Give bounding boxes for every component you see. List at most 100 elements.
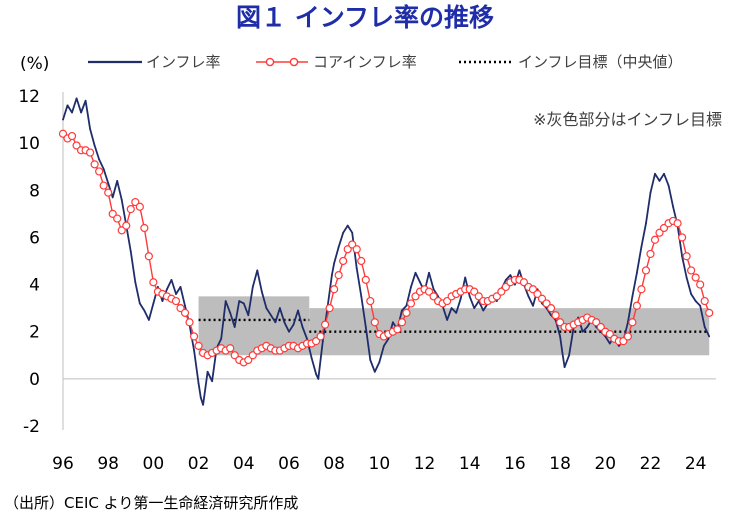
inflation-point bbox=[428, 271, 430, 274]
x-tick-label: 22 bbox=[640, 454, 662, 474]
inflation-point bbox=[288, 330, 290, 333]
core-inflation-point bbox=[393, 325, 402, 334]
inflation-point bbox=[111, 196, 114, 199]
inflation-point bbox=[342, 231, 345, 234]
core-inflation-point bbox=[406, 299, 416, 308]
inflation-point bbox=[129, 250, 132, 253]
y-tick-label: 0 bbox=[29, 370, 40, 390]
inflation-point bbox=[577, 316, 580, 319]
inflation-point bbox=[102, 168, 105, 170]
core-inflation-point bbox=[678, 233, 687, 242]
core-inflation-point bbox=[628, 318, 637, 327]
inflation-point bbox=[193, 349, 195, 352]
inflation-point bbox=[672, 205, 674, 208]
inflation-point bbox=[306, 337, 308, 340]
inflation-point bbox=[532, 304, 534, 307]
inflation-point bbox=[233, 326, 236, 328]
inflation-point bbox=[199, 396, 202, 399]
inflation-point bbox=[527, 295, 530, 298]
core-inflation-point bbox=[149, 278, 158, 287]
x-tick-label: 14 bbox=[459, 454, 481, 474]
legend-label-target: インフレ目標（中央値） bbox=[518, 53, 683, 71]
inflation-point bbox=[283, 321, 286, 324]
inflation-point bbox=[561, 352, 564, 354]
x-tick-label: 12 bbox=[414, 454, 436, 474]
inflation-point bbox=[694, 300, 697, 302]
core-inflation-point bbox=[316, 332, 325, 341]
y-tick-label: 12 bbox=[18, 87, 40, 107]
inflation-point bbox=[211, 380, 214, 383]
target-midpoint-group bbox=[198, 318, 710, 333]
x-tick-label: 96 bbox=[52, 454, 74, 474]
inflation-point bbox=[265, 307, 268, 310]
x-tick-label: 04 bbox=[233, 454, 255, 474]
inflation-point bbox=[89, 128, 92, 130]
y-tick-label: 8 bbox=[29, 181, 40, 201]
inflation-point bbox=[166, 288, 168, 291]
inflation-point bbox=[509, 274, 512, 277]
inflation-point bbox=[450, 307, 453, 310]
core-inflation-point bbox=[687, 266, 696, 275]
inflation-point bbox=[636, 271, 638, 274]
core-inflation-point bbox=[334, 271, 343, 280]
inflation-point bbox=[419, 281, 421, 284]
inflation-point bbox=[351, 231, 354, 234]
inflation-point bbox=[663, 172, 665, 175]
inflation-point bbox=[80, 111, 82, 114]
legend-label-inflation: インフレ率 bbox=[146, 53, 221, 71]
inflation-point bbox=[504, 278, 507, 281]
inflation-point bbox=[274, 321, 277, 324]
inflation-point bbox=[364, 326, 367, 328]
legend-swatch-core-marker bbox=[265, 57, 275, 67]
inflation-point bbox=[649, 191, 652, 194]
x-tick-labels: 96 98 00 02 04 06 08 10 12 14 16 18 20 22 24 bbox=[52, 454, 706, 474]
core-inflation-point bbox=[226, 344, 235, 353]
core-inflation-point bbox=[546, 304, 556, 313]
inflation-point bbox=[315, 373, 317, 376]
inflation-point bbox=[310, 356, 313, 359]
inflation-point bbox=[292, 323, 295, 326]
inflation-point bbox=[66, 104, 69, 107]
inflation-point bbox=[355, 267, 358, 269]
inflation-point bbox=[410, 286, 412, 288]
core-inflation-point bbox=[691, 273, 700, 282]
core-inflation-point bbox=[637, 285, 646, 294]
core-inflation-point bbox=[650, 235, 660, 244]
inflation-point bbox=[269, 314, 272, 317]
core-inflation-point bbox=[673, 219, 682, 228]
inflation-point bbox=[432, 288, 435, 291]
core-inflation-point bbox=[122, 221, 131, 230]
inflation-point bbox=[346, 224, 349, 227]
core-inflation-point bbox=[180, 308, 190, 317]
core-inflation-point bbox=[551, 311, 560, 320]
inflation-point bbox=[251, 286, 254, 288]
inflation-point bbox=[330, 274, 333, 277]
inflation-point bbox=[690, 293, 693, 295]
inflation-point bbox=[321, 340, 324, 343]
x-tick-label: 20 bbox=[594, 454, 616, 474]
inflation-point bbox=[378, 361, 381, 364]
inflation-point bbox=[229, 311, 232, 314]
inflation-point bbox=[563, 366, 566, 368]
inflation-point bbox=[62, 118, 64, 121]
inflation-point bbox=[93, 144, 96, 147]
inflation-point bbox=[667, 184, 670, 187]
inflation-point bbox=[446, 319, 449, 321]
y-tick-label: 10 bbox=[18, 134, 40, 154]
inflation-point bbox=[337, 245, 340, 248]
core-inflation-point bbox=[325, 304, 334, 313]
core-inflation-point bbox=[366, 296, 375, 306]
x-tick-label: 06 bbox=[278, 454, 300, 474]
source-note: （出所）CEIC より第一生命経済研究所作成 bbox=[4, 494, 298, 512]
x-tick-label: 00 bbox=[143, 454, 165, 474]
inflation-point bbox=[152, 302, 155, 305]
core-inflation-point bbox=[189, 332, 199, 341]
x-tick-label: 02 bbox=[188, 454, 210, 474]
core-inflation-point bbox=[646, 249, 655, 259]
inflation-point bbox=[617, 344, 620, 347]
inflation-point bbox=[175, 293, 177, 295]
inflation-point bbox=[75, 97, 78, 100]
core-inflation-point bbox=[700, 296, 709, 306]
